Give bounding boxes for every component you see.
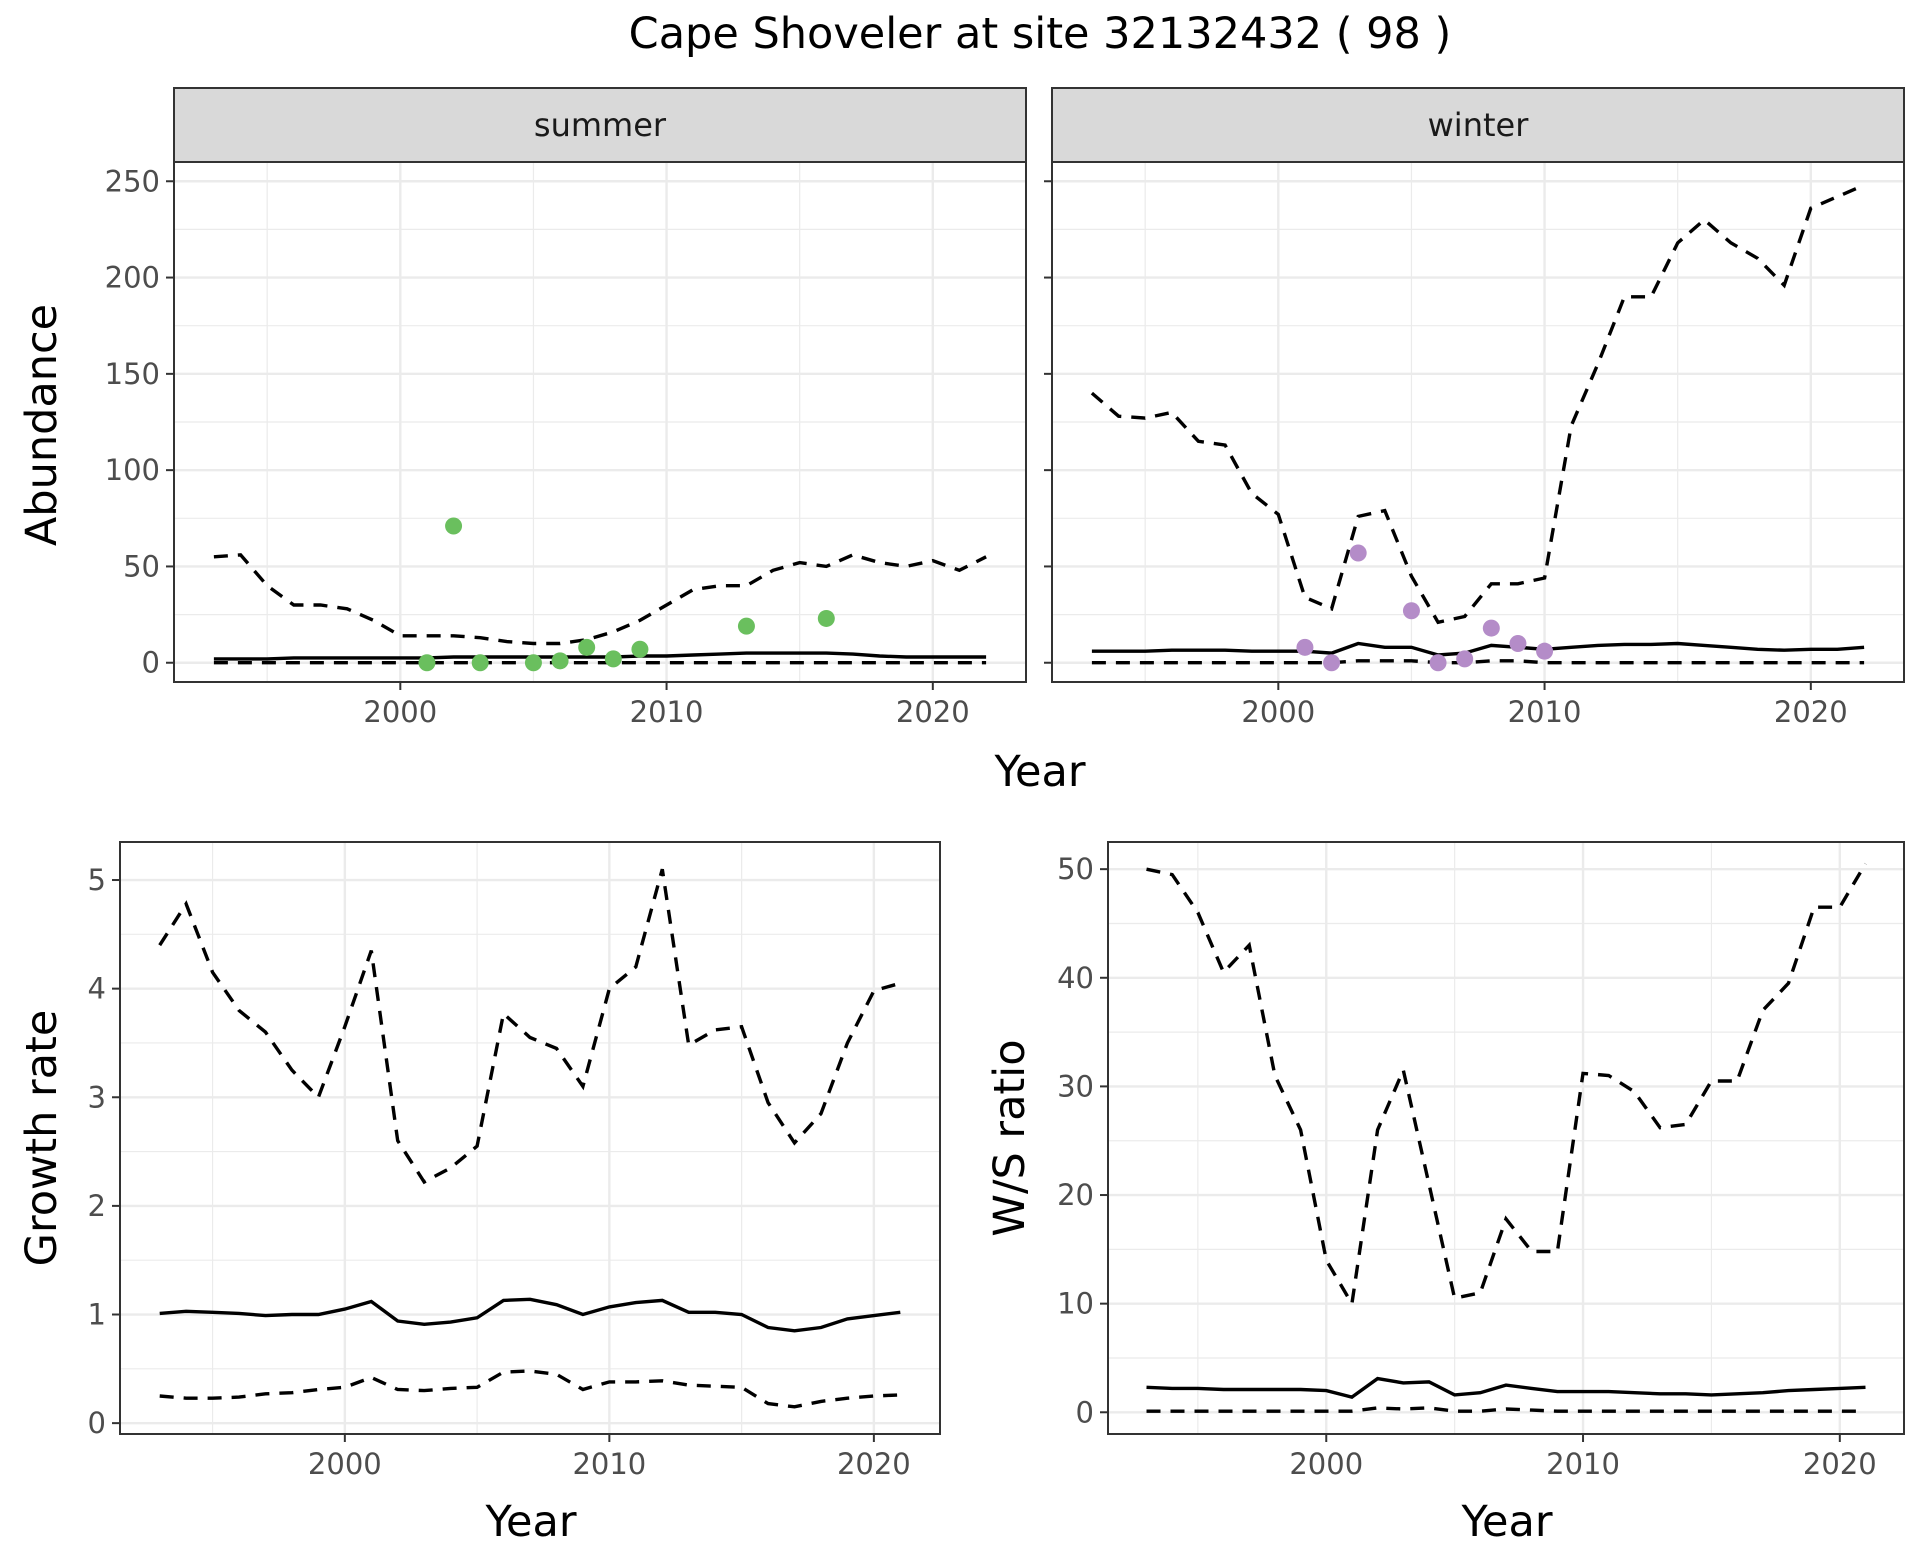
abundance-summer-panel: summer 2000 2010 2020 0 50 100 150 200 250: [105, 87, 1027, 729]
winter-mean-line: [1091, 641, 1865, 657]
ws-mean-line: [1146, 1376, 1866, 1399]
winter-observed-point: [1429, 654, 1447, 672]
y-tick-label: 10: [1057, 1287, 1094, 1321]
summer-strip: [173, 87, 1027, 163]
summer-observed-point: [737, 617, 755, 635]
x-tick-label: 2010: [1508, 695, 1582, 729]
x-tick-label: 2020: [1803, 1447, 1877, 1481]
winter-observed-point: [1323, 654, 1341, 672]
x-tick-label: 2020: [1774, 695, 1848, 729]
winter-observed-point: [1536, 642, 1554, 660]
y-tick-label: 150: [105, 357, 160, 391]
y-tick-label: 0: [1076, 1395, 1094, 1429]
ws-x-axis-title: Year: [1460, 1497, 1552, 1547]
y-tick-label: 30: [1057, 1069, 1094, 1103]
y-tick-label: 250: [105, 164, 160, 198]
summer-observed-point: [551, 652, 569, 670]
winter-observed-point: [1349, 544, 1367, 562]
ws-ratio-panel: 2000 2010 2020 0 10 20 30 40 50: [1057, 841, 1905, 1481]
y-tick-label: 20: [1057, 1178, 1094, 1212]
growth-y-axis-title: Growth rate: [17, 1010, 67, 1267]
y-tick-label: 0: [88, 1406, 106, 1440]
winter-strip-label: winter: [1428, 106, 1530, 144]
y-tick-label: 2: [88, 1189, 106, 1223]
y-tick-label: 50: [123, 549, 160, 583]
abundance-y-axis-title: Abundance: [17, 304, 67, 546]
x-tick-label: 2010: [1546, 1447, 1620, 1481]
growth-x-axis-title: Year: [484, 1497, 576, 1547]
growth-panel-border: [119, 841, 941, 1435]
summer-observed-point: [445, 517, 463, 535]
abundance-x-axis-title: Year: [993, 747, 1085, 797]
y-tick-label: 50: [1057, 852, 1094, 886]
x-tick-label: 2020: [896, 695, 970, 729]
winter-observed-point: [1482, 619, 1500, 637]
x-tick-label: 2020: [837, 1447, 911, 1481]
winter-observed-point: [1456, 650, 1474, 668]
abundance-winter-panel: winter 2000 2010 2020: [1044, 87, 1905, 729]
x-tick-label: 2000: [1241, 695, 1315, 729]
summer-observed-point: [418, 654, 436, 672]
y-tick-label: 0: [142, 646, 160, 680]
summer-observed-point: [631, 640, 649, 658]
growth-lower-bound-line: [159, 1369, 901, 1409]
summer-observed-point: [817, 609, 835, 627]
winter-lower-bound-line: [1091, 659, 1865, 665]
ws-y-axis-title: W/S ratio: [985, 1039, 1035, 1236]
growth-mean-line: [159, 1297, 901, 1333]
winter-observed-point: [1296, 638, 1314, 656]
growth-rate-panel: 2000 2010 2020 0 1 2 3 4 5: [88, 841, 941, 1481]
winter-upper-bound-line: [1090, 183, 1865, 625]
winter-strip: [1051, 87, 1905, 163]
x-tick-label: 2010: [572, 1447, 646, 1481]
summer-strip-label: summer: [534, 106, 667, 144]
summer-observed-point: [604, 650, 622, 668]
x-tick-label: 2000: [363, 695, 437, 729]
growth-upper-bound-line: [158, 868, 901, 1185]
x-tick-label: 2010: [630, 695, 704, 729]
y-tick-label: 5: [88, 863, 106, 897]
summer-upper-bound-line: [213, 553, 987, 646]
y-tick-label: 3: [88, 1080, 106, 1114]
ws-lower-bound-line: [1146, 1406, 1866, 1413]
y-tick-label: 40: [1057, 961, 1094, 995]
y-tick-label: 4: [88, 972, 106, 1006]
summer-mean-line: [213, 651, 987, 661]
y-tick-label: 200: [105, 261, 160, 295]
summer-observed-point: [471, 654, 489, 672]
ws-upper-bound-line: [1146, 862, 1867, 1309]
figure-title: Cape Shoveler at site 32132432 ( 98 ): [629, 9, 1452, 59]
y-tick-label: 100: [105, 453, 160, 487]
x-tick-label: 2000: [308, 1447, 382, 1481]
winter-observed-point: [1509, 634, 1527, 652]
x-tick-label: 2000: [1289, 1447, 1363, 1481]
y-tick-label: 1: [88, 1298, 106, 1332]
summer-observed-point: [524, 654, 542, 672]
ws-panel-border: [1107, 841, 1905, 1435]
summer-observed-point: [578, 638, 596, 656]
winter-observed-point: [1402, 602, 1420, 620]
